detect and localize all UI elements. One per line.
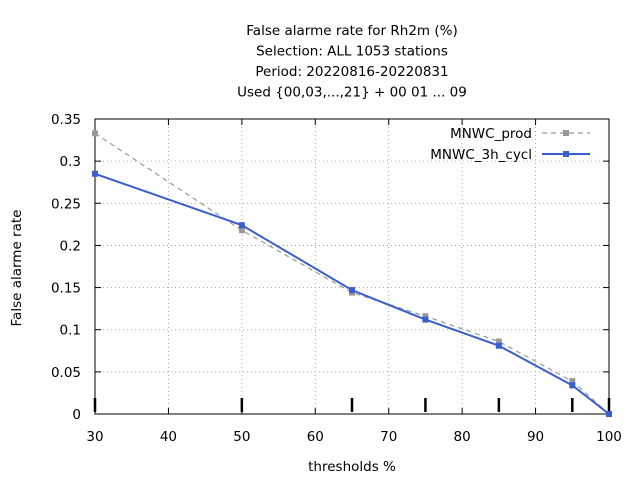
y-axis-label: False alarme rate bbox=[9, 210, 25, 327]
y-tick-label: 0.05 bbox=[51, 365, 81, 381]
threshold-marks bbox=[93, 398, 611, 412]
y-axis-ticks: 0 0.05 0.1 0.15 0.2 0.25 0.3 0.35 bbox=[51, 112, 609, 423]
legend-marker bbox=[563, 130, 569, 136]
x-tick-label: 90 bbox=[527, 429, 544, 445]
legend-label: MNWC_prod bbox=[450, 126, 532, 142]
title-line-1: Selection: ALL 1053 stations bbox=[256, 44, 448, 60]
legend: MNWC_prod MNWC_3h_cycl bbox=[430, 126, 590, 163]
y-tick-label: 0.15 bbox=[51, 281, 81, 297]
y-tick-label: 0 bbox=[72, 407, 81, 423]
data-point bbox=[569, 378, 576, 385]
data-point bbox=[92, 170, 98, 177]
y-tick-label: 0.3 bbox=[60, 154, 81, 170]
x-tick-label: 30 bbox=[86, 429, 103, 445]
data-point bbox=[238, 222, 245, 229]
series-MNWC_prod bbox=[92, 130, 612, 417]
data-series bbox=[92, 130, 612, 417]
x-axis-ticks: 30 40 50 60 70 80 90 100 bbox=[86, 119, 622, 445]
y-tick-label: 0.35 bbox=[51, 112, 81, 128]
x-tick-label: 60 bbox=[307, 429, 324, 445]
y-tick-label: 0.25 bbox=[51, 196, 81, 212]
legend-marker bbox=[563, 151, 569, 157]
data-point bbox=[349, 287, 355, 294]
x-tick-label: 80 bbox=[454, 429, 471, 445]
data-point bbox=[606, 411, 612, 417]
x-axis-label: thresholds % bbox=[308, 459, 396, 475]
grid-lines bbox=[95, 119, 609, 414]
y-tick-label: 0.1 bbox=[60, 323, 81, 339]
data-point bbox=[238, 227, 245, 234]
data-point bbox=[422, 316, 429, 323]
data-point bbox=[422, 313, 429, 320]
series-MNWC_3h_cycl bbox=[92, 170, 612, 417]
data-point bbox=[569, 382, 576, 389]
legend-label: MNWC_3h_cycl bbox=[430, 147, 532, 163]
title-line-0: False alarme rate for Rh2m (%) bbox=[246, 23, 457, 39]
data-point bbox=[92, 130, 98, 137]
title-line-2: Period: 20220816-20220831 bbox=[255, 64, 448, 80]
x-tick-label: 50 bbox=[233, 429, 250, 445]
x-tick-label: 100 bbox=[596, 429, 622, 445]
chart-title: False alarme rate for Rh2m (%) Selection:… bbox=[237, 23, 467, 101]
title-line-3: Used {00,03,...,21} + 00 01 ... 09 bbox=[237, 85, 467, 101]
x-tick-label: 70 bbox=[380, 429, 397, 445]
plot-frame bbox=[94, 118, 610, 415]
data-point bbox=[495, 338, 502, 345]
x-tick-label: 40 bbox=[160, 429, 177, 445]
data-point bbox=[495, 342, 502, 349]
y-tick-label: 0.2 bbox=[60, 238, 81, 254]
